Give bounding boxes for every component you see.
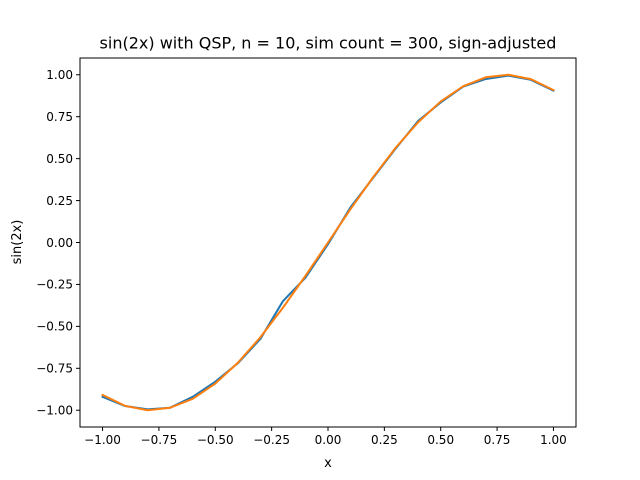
y-tick-label: 0.25 — [46, 194, 73, 208]
x-tick-label: 0.00 — [315, 433, 342, 447]
x-axis-label: x — [324, 456, 332, 471]
y-tick-label: 0.50 — [46, 152, 73, 166]
x-tick-label: −1.00 — [84, 433, 121, 447]
y-tick-label: −0.25 — [36, 278, 73, 292]
y-axis-label: sin(2x) — [10, 220, 25, 265]
x-tick-label: 0.75 — [484, 433, 511, 447]
x-tick-label: −0.75 — [141, 433, 178, 447]
x-tick-label: 1.00 — [540, 433, 567, 447]
y-tick-label: −1.00 — [36, 404, 73, 418]
series-line-2 — [101, 73, 555, 412]
y-tick-label: 0.75 — [46, 110, 73, 124]
y-tick-label: −0.50 — [36, 320, 73, 334]
x-tick-label: −0.25 — [253, 433, 290, 447]
x-tick-label: −0.50 — [197, 433, 234, 447]
plot-layer: −1.00 −0.75 −0.50 −0.25 0.00 0.25 0.50 0.75 1.00… — [36, 57, 577, 447]
y-tick-label: 1.00 — [46, 68, 73, 82]
y-tick-label: −0.75 — [36, 362, 73, 376]
x-tick-label: 0.25 — [371, 433, 398, 447]
chart-title: sin(2x) with QSP, n = 10, sim count = 30… — [100, 34, 557, 53]
x-tick-label: 0.50 — [427, 433, 454, 447]
y-tick-label: 0.00 — [46, 236, 73, 250]
